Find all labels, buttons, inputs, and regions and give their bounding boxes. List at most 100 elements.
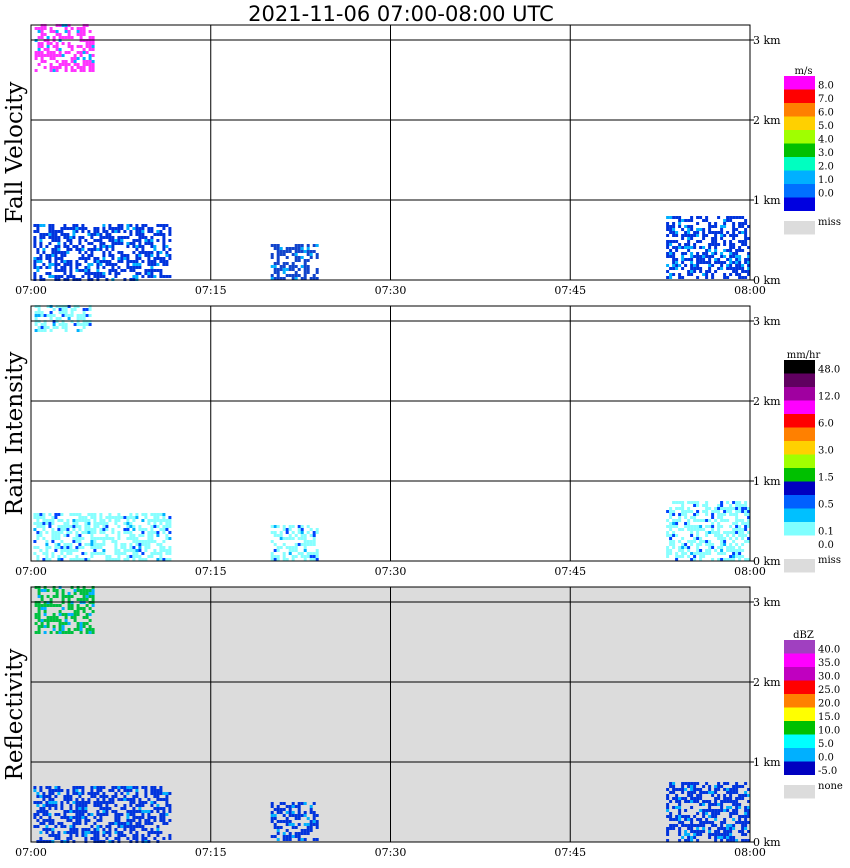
echo-cell (88, 308, 92, 311)
echo-cell (60, 540, 64, 543)
echo-cell (738, 273, 742, 276)
echo-cell (42, 828, 46, 831)
echo-cell (72, 233, 76, 236)
echo-cell (288, 528, 292, 531)
echo-cell (288, 811, 292, 814)
echo-cell (70, 607, 74, 610)
echo-cell (117, 537, 121, 540)
echo-cell (708, 231, 712, 234)
echo-cell (141, 804, 145, 807)
echo-cell (40, 595, 44, 598)
echo-cell (168, 239, 172, 242)
echo-cell (717, 833, 721, 836)
echo-cell (34, 329, 38, 332)
echo-cell (675, 249, 679, 252)
echo-cell (132, 558, 136, 561)
echo-cell (735, 791, 739, 794)
echo-cell (669, 812, 673, 815)
echo-cell (681, 821, 685, 824)
echo-cell (732, 228, 736, 231)
echo-cell (159, 230, 163, 233)
echo-cell (33, 263, 37, 266)
echo-cell (108, 260, 112, 263)
echo-cell (60, 549, 64, 552)
echo-cell (732, 555, 736, 558)
echo-cell (708, 791, 712, 794)
echo-cell (297, 823, 301, 826)
echo-cell (51, 792, 55, 795)
echo-cell (156, 543, 160, 546)
echo-cell (741, 537, 745, 540)
echo-cell (43, 329, 47, 332)
echo-cell (288, 265, 292, 268)
echo-cell (58, 604, 62, 607)
echo-cell (123, 257, 127, 260)
echo-cell (42, 528, 46, 531)
legend-label: 5.0 (818, 739, 834, 750)
echo-cell (666, 225, 670, 228)
echo-cell (132, 540, 136, 543)
echo-cell (33, 242, 37, 245)
legend-label: 3.0 (818, 148, 834, 159)
echo-cell (73, 54, 77, 57)
echo-cell (720, 785, 724, 788)
echo-cell (738, 785, 742, 788)
echo-cell (717, 788, 721, 791)
echo-cell (49, 598, 53, 601)
echo-cell (729, 504, 733, 507)
echo-cell (108, 516, 112, 519)
echo-cell (675, 246, 679, 249)
echo-cell (108, 831, 112, 834)
echo-cell (85, 45, 89, 48)
echo-cell (90, 236, 94, 239)
echo-cell (126, 549, 130, 552)
echo-cell (705, 818, 709, 821)
echo-cell (36, 522, 40, 525)
echo-cell (93, 245, 97, 248)
echo-cell (711, 273, 715, 276)
echo-cell (690, 264, 694, 267)
echo-cell (273, 555, 277, 558)
echo-cell (720, 252, 724, 255)
echo-cell (132, 537, 136, 540)
echo-cell (141, 552, 145, 555)
echo-cell (684, 246, 688, 249)
echo-cell (33, 522, 37, 525)
echo-cell (52, 66, 56, 69)
echo-cell (729, 234, 733, 237)
echo-cell (42, 233, 46, 236)
echo-cell (159, 257, 163, 260)
echo-cell (72, 275, 76, 278)
echo-cell (735, 249, 739, 252)
echo-cell (57, 513, 61, 516)
echo-cell (729, 255, 733, 258)
echo-cell (303, 555, 307, 558)
echo-cell (702, 815, 706, 818)
echo-cell (64, 63, 68, 66)
echo-cell (687, 240, 691, 243)
echo-cell (126, 525, 130, 528)
echo-cell (276, 808, 280, 811)
echo-cell (60, 825, 64, 828)
echo-cell (60, 275, 64, 278)
echo-cell (153, 831, 157, 834)
echo-cell (93, 834, 97, 837)
echo-cell (717, 258, 721, 261)
echo-cell (666, 243, 670, 246)
echo-cell (276, 250, 280, 253)
echo-cell (57, 239, 61, 242)
echo-cell (96, 230, 100, 233)
echo-cell (279, 546, 283, 549)
echo-cell (72, 822, 76, 825)
echo-cell (126, 242, 130, 245)
echo-cell (40, 54, 44, 57)
echo-cell (147, 519, 151, 522)
echo-cell (40, 51, 44, 54)
echo-cell (72, 236, 76, 239)
echo-cell (37, 329, 41, 332)
echo-cell (78, 807, 82, 810)
echo-cell (105, 263, 109, 266)
echo-cell (72, 831, 76, 834)
echo-cell (666, 525, 670, 528)
echo-cell (315, 253, 319, 256)
